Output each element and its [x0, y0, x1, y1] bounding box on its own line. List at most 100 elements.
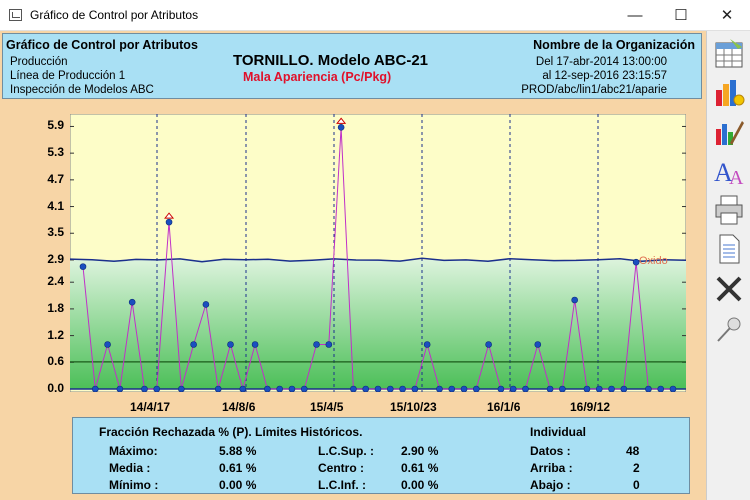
data-point: [276, 385, 283, 392]
minimize-button[interactable]: —: [627, 7, 643, 24]
above-label: Arriba :: [530, 461, 573, 475]
data-point: [386, 385, 394, 392]
mean-label: Media :: [109, 461, 151, 475]
center-value: 0.61 %: [401, 461, 439, 475]
max-value: 5.88 %: [219, 444, 257, 458]
y-tick-label: 4.7: [47, 171, 64, 186]
data-point: [399, 385, 406, 392]
organization-name: Nombre de la Organización: [533, 38, 695, 52]
lcl-value: 0.00 %: [401, 478, 439, 492]
control-band: [70, 259, 686, 389]
data-point: [362, 385, 370, 392]
lcl-label: L.C.Inf. :: [318, 478, 366, 492]
data-point: [632, 258, 640, 266]
data-point: [190, 341, 197, 348]
data-point: [583, 385, 591, 392]
data-path: PROD/abc/lin1/abc21/aparie: [521, 84, 667, 96]
ucl-value: 2.90 %: [401, 444, 439, 458]
x-tick-label: 14/8/6: [222, 400, 256, 414]
x-tick-label: 16/1/6: [487, 400, 521, 414]
x-tick-label: 16/9/12: [570, 400, 611, 414]
data-point: [411, 385, 419, 392]
data-point: [473, 385, 480, 392]
data-point: [595, 385, 603, 392]
header-line-2: Línea de Producción 1: [10, 70, 126, 82]
data-count-value: 48: [626, 444, 640, 458]
data-point: [300, 385, 308, 392]
data-count-label: Datos :: [530, 444, 571, 458]
data-point: [91, 385, 99, 392]
date-from: Del 17-abr-2014 13:00:00: [535, 56, 667, 68]
data-point: [116, 385, 124, 392]
data-point: [325, 341, 333, 348]
data-point: [522, 385, 529, 392]
data-point: [645, 385, 652, 392]
close-x-icon[interactable]: [712, 272, 746, 306]
x-tick-label: 15/4/5: [310, 400, 344, 414]
data-point: [350, 385, 357, 392]
data-point: [178, 385, 185, 392]
window-title: Gráfico de Control por Atributos: [30, 8, 199, 22]
report-header: Gráfico de Control por Atributos Producc…: [2, 33, 702, 99]
printer-icon[interactable]: [712, 193, 746, 227]
data-point: [264, 385, 271, 392]
data-point: [337, 124, 345, 131]
max-label: Máximo:: [109, 444, 158, 458]
y-tick-label: 2.4: [47, 274, 64, 289]
chart-area: Gráfico de Control por Atributos Producc…: [0, 31, 706, 500]
data-point: [448, 385, 456, 392]
data-point: [202, 301, 210, 308]
chart-style-icon[interactable]: [712, 115, 746, 149]
below-label: Abajo :: [530, 478, 571, 492]
below-value: 0: [633, 478, 640, 492]
data-point: [239, 385, 247, 392]
data-point: [128, 298, 136, 306]
y-tick-label: 5.9: [47, 118, 64, 133]
data-point: [534, 341, 542, 348]
min-value: 0.00 %: [219, 478, 257, 492]
data-point: [460, 385, 468, 392]
x-tick-label: 14/4/17: [130, 400, 171, 414]
header-line-1: Producción: [10, 56, 68, 68]
document-icon[interactable]: [712, 232, 746, 266]
y-tick-label: 4.1: [47, 198, 64, 213]
min-label: Mínimo :: [109, 478, 159, 492]
data-point: [214, 385, 222, 392]
y-tick-label: 1.8: [47, 300, 64, 315]
above-value: 2: [633, 461, 640, 475]
annotation-label: Oxido: [639, 255, 668, 267]
data-point: [620, 385, 628, 392]
data-point: [559, 385, 566, 392]
svg-text:A: A: [714, 158, 733, 187]
data-point: [79, 263, 87, 270]
data-point: [141, 385, 148, 392]
data-point: [227, 341, 234, 348]
date-to: al 12-sep-2016 23:15:57: [542, 70, 667, 82]
y-tick-label: 0.0: [47, 381, 64, 395]
header-line-3: Inspección de Modelos ABC: [10, 84, 154, 96]
product-title: TORNILLO. Modelo ABC-21: [233, 52, 428, 69]
x-tick-label: 15/10/23: [390, 400, 437, 414]
ucl-line: [70, 257, 686, 263]
defect-subtitle: Mala Apariencia (Pc/Pkg): [243, 70, 392, 84]
y-tick-label: 1.2: [47, 327, 64, 342]
pin-icon[interactable]: [712, 313, 746, 347]
close-button[interactable]: ✕: [720, 7, 734, 24]
bar-chart-icon[interactable]: [712, 76, 746, 110]
maximize-button[interactable]: ☐: [674, 7, 688, 24]
calendar-table-icon[interactable]: [712, 37, 746, 71]
center-label: Centro :: [318, 461, 364, 475]
data-point: [657, 385, 665, 392]
data-point: [436, 385, 443, 392]
data-point: [165, 218, 173, 226]
font-icon[interactable]: A A: [712, 154, 746, 188]
ucl-label: L.C.Sup. :: [318, 444, 374, 458]
y-tick-label: 0.6: [47, 354, 64, 369]
report-title: Gráfico de Control por Atributos: [6, 38, 198, 52]
data-point: [153, 385, 161, 392]
data-point: [608, 385, 615, 392]
data-point: [288, 385, 296, 392]
title-bar: Gráfico de Control por Atributos — ☐ ✕: [0, 0, 750, 31]
svg-text:A: A: [729, 167, 744, 188]
out-of-control-marker: [164, 212, 175, 219]
